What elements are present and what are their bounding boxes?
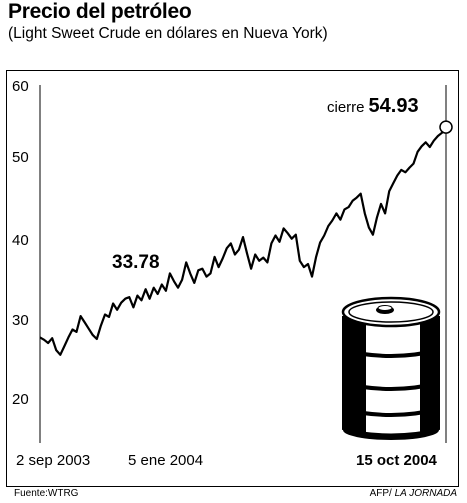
start-value-label: 33.78 bbox=[112, 252, 160, 273]
closing-value-annotation: cierre 54.93 bbox=[327, 95, 419, 118]
credit-prefix: AFP/ bbox=[369, 488, 392, 499]
y-tick-label: 40 bbox=[12, 232, 29, 249]
y-tick-label: 30 bbox=[12, 312, 29, 329]
y-tick-label: 20 bbox=[12, 391, 29, 408]
x-tick-label-mid: 5 ene 2004 bbox=[128, 452, 204, 469]
closing-point-marker bbox=[439, 120, 453, 134]
line-layer bbox=[39, 126, 447, 356]
credit-note: AFP/ LA JORNADA bbox=[370, 488, 457, 499]
oil-barrel-icon bbox=[341, 296, 441, 440]
marker-layer bbox=[439, 120, 453, 134]
x-tick-label-start: 2 sep 2003 bbox=[16, 452, 91, 469]
closing-prefix: cierre bbox=[327, 99, 365, 116]
reference-lines bbox=[39, 85, 447, 443]
y-tick-label: 60 bbox=[12, 78, 29, 95]
x-tick-label-end: 15 oct 2004 bbox=[356, 452, 437, 469]
chart-frame bbox=[6, 70, 459, 487]
y-tick-label: 50 bbox=[12, 149, 29, 166]
source-note: Fuente:WTRG bbox=[14, 488, 79, 499]
price-series-line bbox=[39, 126, 447, 356]
chart-subtitle: (Light Sweet Crude en dólares en Nueva Y… bbox=[8, 25, 328, 42]
closing-value: 54.93 bbox=[368, 95, 419, 117]
credit-paper: LA JORNADA bbox=[394, 488, 457, 499]
chart-title: Precio del petróleo bbox=[8, 0, 192, 23]
